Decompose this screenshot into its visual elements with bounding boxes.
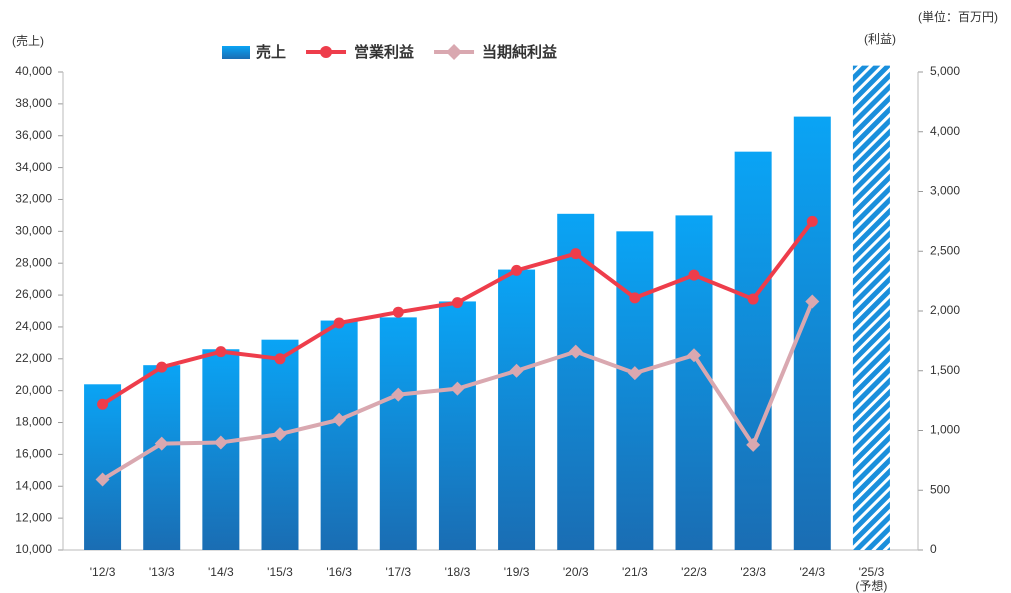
- legend-marker: [320, 46, 333, 58]
- marker: [805, 294, 820, 309]
- x-tick-label: '16/3: [326, 565, 352, 579]
- marker: [570, 248, 582, 260]
- x-tick-label: '14/3: [208, 565, 234, 579]
- bar: [734, 151, 772, 550]
- y2-tick-label: 0: [930, 542, 937, 556]
- marker: [95, 472, 110, 487]
- y-tick-label: 18,000: [15, 415, 52, 429]
- bar: [852, 65, 890, 551]
- y-tick-label: 20,000: [15, 383, 52, 397]
- y-tick-label: 16,000: [15, 447, 52, 461]
- y2-tick-label: 2,000: [930, 303, 960, 317]
- y-tick-label: 36,000: [15, 128, 52, 142]
- x-tick-label: '15/3: [267, 565, 293, 579]
- y-axis-label: (売上): [12, 33, 44, 48]
- y2-tick-label: 500: [930, 482, 950, 496]
- y2-tick-label: 1,000: [930, 423, 960, 437]
- marker: [627, 366, 642, 381]
- y2-tick-label: 2,500: [930, 243, 960, 257]
- bar: [438, 301, 476, 550]
- y-tick-label: 14,000: [15, 478, 52, 492]
- marker: [391, 387, 406, 402]
- x-tick-label: '18/3: [445, 565, 471, 579]
- marker: [332, 412, 347, 427]
- legend-marker: [446, 44, 463, 60]
- marker: [451, 297, 463, 309]
- x-tick-label: '20/3: [563, 565, 589, 579]
- unit-label: (単位：百万円): [918, 9, 998, 24]
- y-tick-label: 40,000: [15, 64, 52, 78]
- y-tick-label: 26,000: [15, 287, 52, 301]
- x-tick-label: '23/3: [740, 565, 766, 579]
- bar: [202, 349, 240, 550]
- legend-label: 営業利益: [354, 43, 414, 61]
- marker: [97, 398, 109, 410]
- marker: [273, 427, 287, 442]
- x-tick-label: '19/3: [504, 565, 530, 579]
- marker: [806, 215, 818, 227]
- bar: [498, 269, 536, 550]
- bar: [379, 317, 417, 550]
- marker: [687, 348, 701, 363]
- marker: [215, 346, 227, 358]
- bar: [320, 320, 358, 550]
- y-tick-label: 10,000: [15, 542, 52, 556]
- x-tick-label: '17/3: [385, 565, 411, 579]
- marker: [154, 436, 169, 451]
- x-tick-label: '13/3: [149, 565, 175, 579]
- y-tick-label: 24,000: [15, 319, 52, 333]
- y2-tick-label: 1,500: [930, 363, 960, 377]
- y-tick-label: 22,000: [15, 351, 52, 365]
- marker: [568, 344, 583, 359]
- y-tick-label: 32,000: [15, 192, 52, 206]
- y2-tick-label: 3,000: [930, 184, 960, 198]
- y-tick-label: 30,000: [15, 224, 52, 238]
- y2-tick-label: 4,000: [930, 124, 960, 138]
- marker: [509, 363, 524, 378]
- bar: [675, 215, 713, 550]
- bar: [143, 365, 181, 550]
- y2-axis-label: (利益): [864, 32, 896, 46]
- marker: [629, 292, 641, 304]
- bar: [616, 231, 654, 551]
- forecast-label: (予想): [855, 578, 887, 593]
- legend-label: 当期純利益: [482, 43, 557, 61]
- x-tick-label: '25/3: [859, 565, 885, 579]
- marker: [746, 437, 761, 452]
- marker: [274, 353, 286, 365]
- marker: [333, 317, 345, 329]
- x-tick-label: '24/3: [799, 565, 825, 579]
- bar: [84, 384, 122, 550]
- legend-swatch: [222, 46, 250, 59]
- y-tick-label: 28,000: [15, 255, 52, 269]
- marker: [392, 306, 404, 318]
- x-tick-label: '22/3: [681, 565, 707, 579]
- marker: [511, 264, 523, 276]
- legend-label: 売上: [256, 43, 286, 61]
- marker: [213, 435, 228, 450]
- bar: [261, 339, 299, 550]
- x-tick-label: '21/3: [622, 565, 648, 579]
- y-tick-label: 34,000: [15, 160, 52, 174]
- y-tick-label: 12,000: [15, 510, 52, 524]
- marker: [747, 293, 759, 305]
- y2-tick-label: 5,000: [930, 64, 960, 78]
- bar: [557, 213, 595, 550]
- marker: [156, 361, 168, 373]
- marker: [688, 269, 700, 281]
- x-tick-label: '12/3: [90, 565, 116, 579]
- marker: [450, 381, 465, 396]
- y-tick-label: 38,000: [15, 96, 52, 110]
